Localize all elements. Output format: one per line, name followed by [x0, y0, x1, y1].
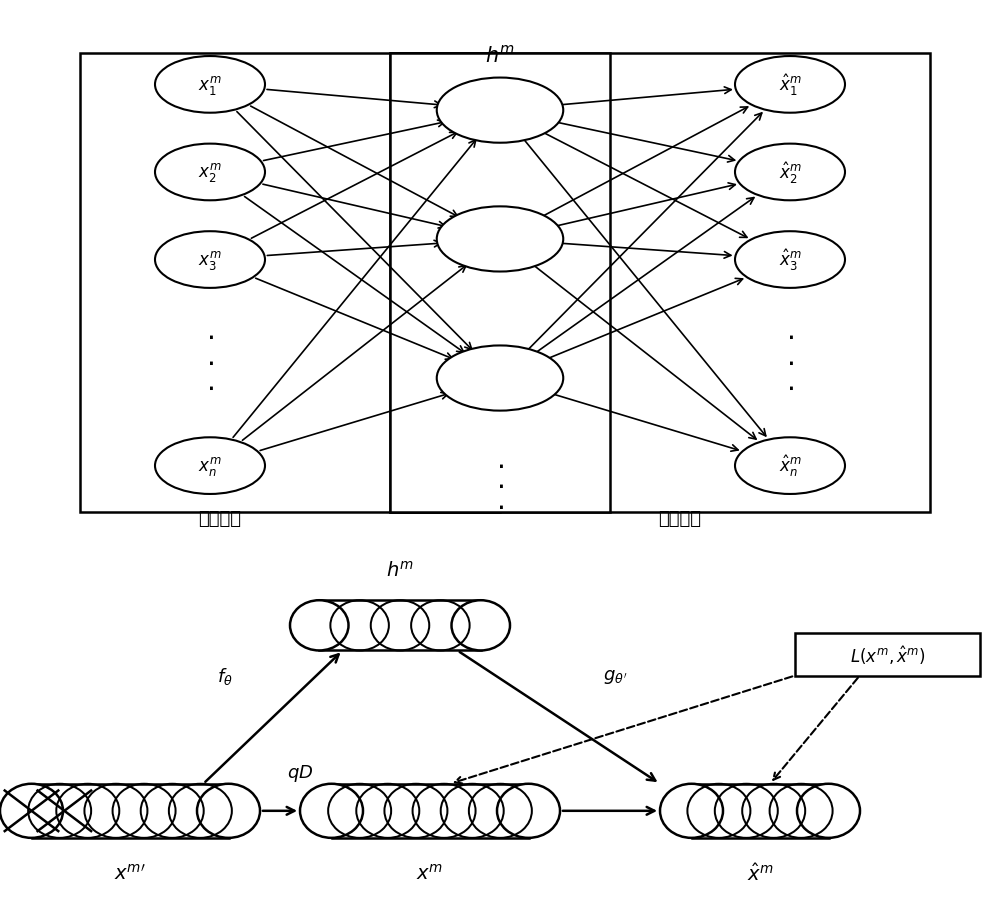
Text: $x_2^m$: $x_2^m$ — [198, 161, 222, 184]
Text: $L(x^m, \hat{x}^m)$: $L(x^m, \hat{x}^m)$ — [850, 643, 925, 666]
Text: $\hat{x}_3^m$: $\hat{x}_3^m$ — [779, 247, 801, 273]
Text: $x_n^m$: $x_n^m$ — [198, 455, 222, 478]
Circle shape — [735, 144, 845, 201]
Text: $\cdot$: $\cdot$ — [496, 494, 504, 521]
Bar — [80, 54, 500, 513]
Ellipse shape — [197, 784, 260, 838]
Text: $\cdot$: $\cdot$ — [206, 323, 214, 351]
Bar — [692, 784, 828, 838]
Ellipse shape — [797, 784, 860, 838]
Text: $x_3^m$: $x_3^m$ — [198, 249, 222, 272]
Text: $\cdot$: $\cdot$ — [496, 452, 504, 480]
Circle shape — [735, 57, 845, 114]
Ellipse shape — [452, 601, 510, 651]
Text: $\cdot$: $\cdot$ — [206, 349, 214, 377]
Circle shape — [735, 232, 845, 289]
Ellipse shape — [0, 784, 63, 838]
Text: $h^m$: $h^m$ — [386, 560, 414, 580]
Circle shape — [437, 78, 563, 143]
Text: $x_1^m$: $x_1^m$ — [198, 74, 222, 96]
Circle shape — [437, 346, 563, 411]
Text: $\hat{x}^m$: $\hat{x}^m$ — [747, 862, 773, 884]
Circle shape — [155, 232, 265, 289]
Text: $\cdot$: $\cdot$ — [786, 349, 794, 377]
Circle shape — [155, 144, 265, 201]
Bar — [795, 633, 980, 675]
Ellipse shape — [290, 601, 349, 651]
Text: $h^m$: $h^m$ — [485, 44, 515, 66]
Ellipse shape — [300, 784, 363, 838]
Bar — [32, 784, 228, 838]
Ellipse shape — [660, 784, 723, 838]
Text: $g_{\theta^{\prime}}$: $g_{\theta^{\prime}}$ — [603, 667, 627, 685]
Text: $x^m$: $x^m$ — [416, 863, 444, 882]
Text: $\hat{x}_n^m$: $\hat{x}_n^m$ — [779, 453, 801, 479]
Text: $\cdot$: $\cdot$ — [786, 375, 794, 403]
Text: $\cdot$: $\cdot$ — [206, 375, 214, 403]
Ellipse shape — [497, 784, 560, 838]
Circle shape — [155, 57, 265, 114]
Text: 解码网络: 解码网络 — [658, 510, 702, 528]
Text: $\cdot$: $\cdot$ — [496, 472, 504, 501]
Text: $\hat{x}_1^m$: $\hat{x}_1^m$ — [779, 73, 801, 98]
Text: $f_\theta$: $f_\theta$ — [217, 665, 233, 686]
Text: 编码网络: 编码网络 — [198, 510, 242, 528]
Text: $\hat{x}_2^m$: $\hat{x}_2^m$ — [779, 160, 801, 186]
Circle shape — [735, 437, 845, 494]
Bar — [390, 54, 610, 513]
Text: $\cdot$: $\cdot$ — [786, 323, 794, 351]
Text: $x^{m\prime}$: $x^{m\prime}$ — [114, 863, 146, 882]
Circle shape — [155, 437, 265, 494]
Bar — [332, 784, 528, 838]
Bar — [390, 54, 930, 513]
Bar — [319, 601, 481, 651]
Circle shape — [437, 207, 563, 272]
Text: $qD$: $qD$ — [287, 762, 313, 783]
